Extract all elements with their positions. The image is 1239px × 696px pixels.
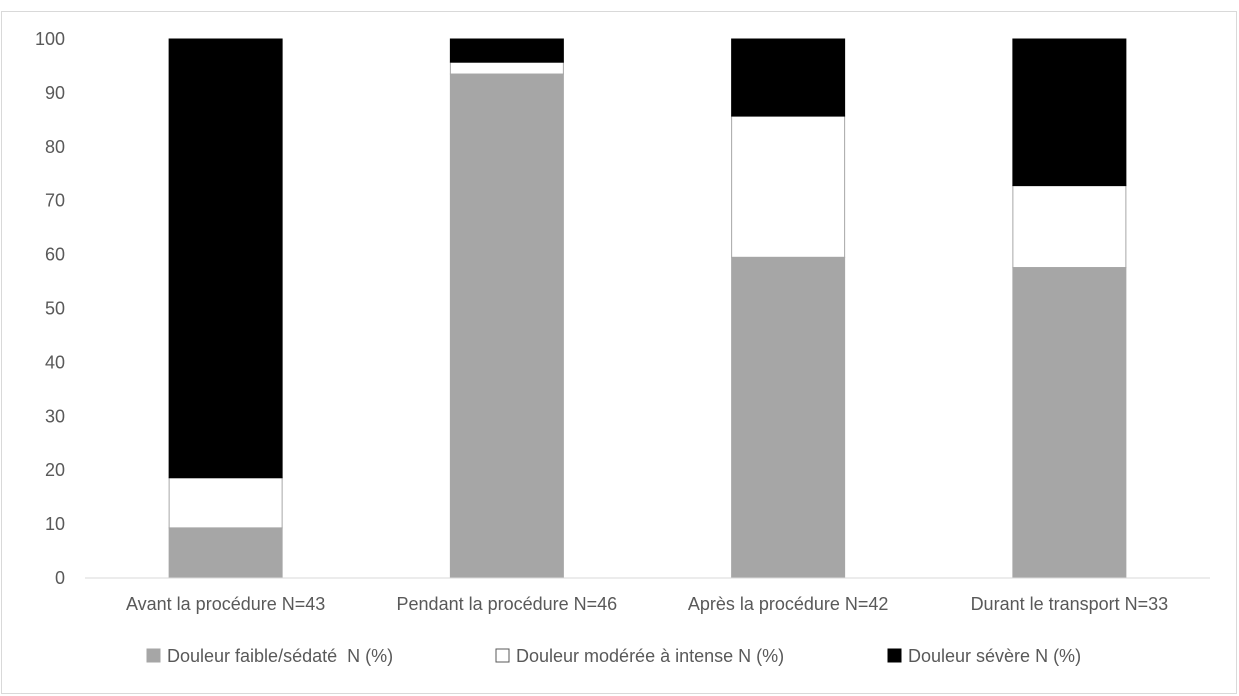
legend-label: Douleur faible/sédaté N (%) (167, 646, 393, 666)
bar-segment (168, 527, 283, 579)
legend: Douleur faible/sédaté N (%) Douleur modér… (146, 646, 1081, 666)
y-tick-label: 30 (45, 406, 65, 426)
bar-segment (731, 38, 846, 117)
legend-swatch (887, 648, 902, 663)
y-tick-label: 100 (35, 29, 65, 49)
legend-label: Douleur sévère N (%) (908, 646, 1081, 666)
bar-segment (731, 256, 846, 579)
x-category-label: Après la procédure N=42 (688, 594, 889, 614)
x-axis: Avant la procédure N=43 Pendant la procéd… (126, 594, 1168, 614)
y-tick-label: 50 (45, 299, 65, 319)
x-category-label: Pendant la procédure N=46 (397, 594, 618, 614)
legend-label: Douleur modérée à intense N (%) (516, 646, 784, 666)
legend-swatch (495, 648, 510, 663)
bar-segment (1012, 267, 1127, 579)
y-tick-label: 80 (45, 137, 65, 157)
y-tick-label: 10 (45, 514, 65, 534)
y-tick-label: 70 (45, 191, 65, 211)
bar-segment (449, 61, 564, 75)
y-tick-label: 0 (55, 568, 65, 588)
bar-segment (449, 38, 564, 63)
y-tick-label: 40 (45, 352, 65, 372)
legend-swatch (146, 648, 161, 663)
bar-segment (449, 73, 564, 579)
bar-segment (168, 477, 283, 529)
bar-segment (168, 38, 283, 479)
bars (168, 38, 1127, 579)
y-tick-label: 20 (45, 460, 65, 480)
bar-segment (1012, 185, 1127, 269)
bar-segment (1012, 38, 1127, 187)
y-axis: 0 10 20 30 40 50 60 70 80 90 100 (35, 29, 65, 588)
y-tick-label: 60 (45, 245, 65, 265)
bar-segment (731, 115, 846, 258)
x-category-label: Avant la procédure N=43 (126, 594, 325, 614)
x-category-label: Durant le transport N=33 (971, 594, 1169, 614)
y-tick-label: 90 (45, 83, 65, 103)
